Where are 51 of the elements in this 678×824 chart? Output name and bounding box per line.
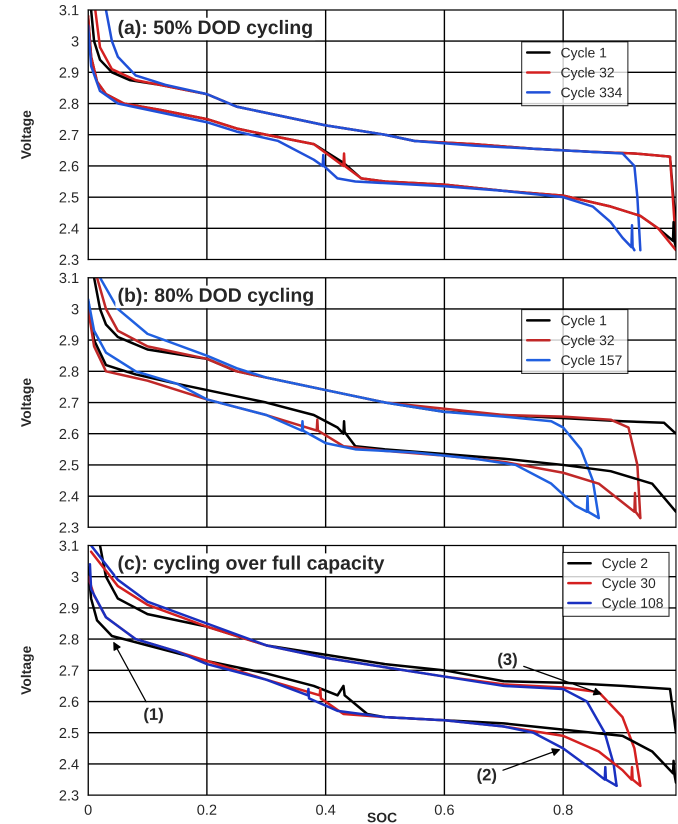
y-tick-label: 3 bbox=[72, 36, 78, 47]
x-tick-label: 0.6 bbox=[434, 804, 454, 815]
annotation: (3) bbox=[498, 652, 517, 668]
y-tick-label: 2.5 bbox=[60, 728, 79, 738]
y-tick-label: 2.6 bbox=[60, 161, 78, 172]
y-tick-label: 2.9 bbox=[60, 335, 78, 346]
legend-label: Cycle 108 bbox=[602, 598, 663, 611]
annotation: (2) bbox=[477, 768, 496, 784]
legend-label: Cycle 1 bbox=[561, 315, 606, 328]
y-axis-title: Voltage bbox=[20, 646, 34, 695]
y-axis-title: Voltage bbox=[20, 110, 34, 160]
legend-label: Cycle 32 bbox=[561, 335, 614, 348]
y-tick-label: 2.8 bbox=[60, 634, 78, 645]
x-tick-label: 0.4 bbox=[316, 804, 336, 815]
y-tick-label: 2.3 bbox=[60, 522, 78, 533]
y-tick-label: 3.1 bbox=[59, 4, 78, 16]
x-tick-label: 0.8 bbox=[554, 804, 573, 815]
legend-label: Cycle 30 bbox=[602, 578, 656, 591]
annotation: (1) bbox=[144, 708, 163, 724]
legend-label: Cycle 2 bbox=[602, 558, 648, 571]
y-tick-label: 3.1 bbox=[59, 540, 78, 551]
chart-title: (c): cycling over full capacity bbox=[118, 556, 384, 574]
y-tick-label: 2.5 bbox=[60, 460, 79, 470]
chart-title: (a): 50% DOD cycling bbox=[118, 20, 312, 38]
x-axis-title: SOC bbox=[367, 812, 397, 822]
x-tick-label: 0 bbox=[84, 804, 92, 815]
y-tick-label: 2.7 bbox=[60, 398, 78, 408]
y-tick-label: 2.8 bbox=[60, 98, 78, 109]
y-tick-label: 2.3 bbox=[60, 790, 78, 801]
y-tick-label: 3 bbox=[72, 304, 78, 314]
y-tick-label: 2.7 bbox=[60, 130, 78, 140]
y-tick-label: 2.3 bbox=[60, 254, 78, 265]
y-tick-label: 2.4 bbox=[60, 223, 79, 234]
legend-label: Cycle 32 bbox=[561, 67, 614, 80]
legend-label: Cycle 1 bbox=[561, 47, 606, 60]
y-tick-label: 2.9 bbox=[60, 67, 78, 78]
y-tick-label: 3 bbox=[72, 572, 78, 582]
y-tick-label: 2.9 bbox=[60, 603, 78, 614]
legend-label: Cycle 334 bbox=[561, 87, 622, 100]
y-axis-title: Voltage bbox=[20, 378, 34, 427]
y-tick-label: 2.6 bbox=[60, 696, 78, 707]
y-tick-label: 2.6 bbox=[60, 428, 78, 440]
y-tick-label: 2.7 bbox=[60, 665, 78, 676]
y-tick-label: 2.4 bbox=[60, 759, 79, 770]
x-tick-label: 0.2 bbox=[197, 804, 216, 815]
legend-label: Cycle 157 bbox=[561, 354, 622, 368]
chart-title: (b): 80% DOD cycling bbox=[118, 288, 313, 306]
y-tick-label: 3.1 bbox=[59, 272, 78, 284]
y-tick-label: 2.4 bbox=[60, 491, 79, 502]
y-tick-label: 2.8 bbox=[60, 366, 78, 377]
y-tick-label: 2.5 bbox=[60, 192, 79, 203]
